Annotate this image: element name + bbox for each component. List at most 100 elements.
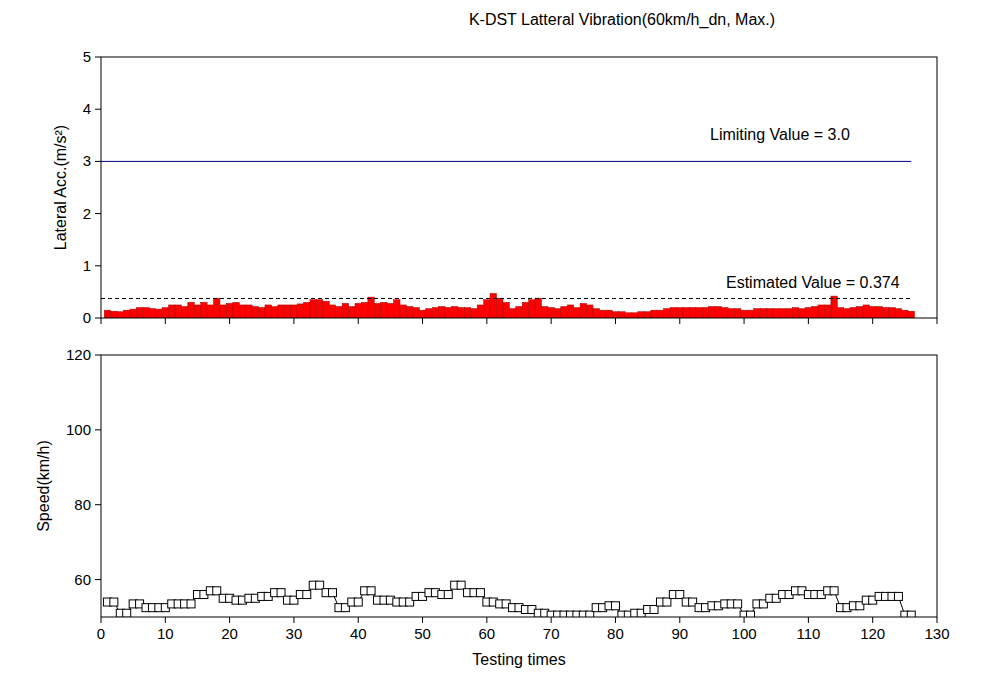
x-tick xyxy=(615,617,616,623)
bar xyxy=(876,307,882,318)
marker xyxy=(907,611,915,617)
y-tick-label: 100 xyxy=(66,421,91,438)
x-tick xyxy=(872,318,873,324)
bar xyxy=(117,312,123,318)
x-tick xyxy=(422,318,423,324)
bar xyxy=(715,307,721,318)
bar xyxy=(760,309,766,318)
bar xyxy=(419,310,425,318)
bar xyxy=(111,311,117,318)
bar xyxy=(677,308,683,318)
bar xyxy=(271,307,277,318)
marker xyxy=(650,606,658,614)
x-tick xyxy=(551,617,552,623)
bar xyxy=(644,312,650,318)
bar xyxy=(387,303,393,318)
marker xyxy=(187,600,195,608)
bar xyxy=(104,310,110,318)
bar xyxy=(349,307,355,318)
marker xyxy=(830,587,838,595)
x-tick-label: 100 xyxy=(732,625,757,642)
bar xyxy=(143,308,149,318)
bar xyxy=(297,304,303,318)
y-tick-label: 60 xyxy=(74,571,91,588)
x-tick xyxy=(422,617,423,623)
bar xyxy=(580,303,586,318)
chart-root: 012345Limiting Value = 3.0Estimated Valu… xyxy=(0,0,995,681)
bar xyxy=(451,307,457,318)
bar xyxy=(670,308,676,318)
y-tick xyxy=(95,109,101,110)
x-tick-label: 10 xyxy=(157,625,174,642)
bar xyxy=(767,309,773,318)
bar xyxy=(612,312,618,318)
x-tick xyxy=(808,318,809,324)
marker xyxy=(277,589,285,597)
bar xyxy=(130,309,136,318)
y-tick-label: 1 xyxy=(83,257,91,274)
bar xyxy=(857,307,863,318)
bar xyxy=(207,305,213,318)
bar xyxy=(509,309,515,318)
y-tick xyxy=(95,355,101,356)
bar xyxy=(413,308,419,318)
bar xyxy=(625,313,631,318)
speed-line xyxy=(107,585,911,615)
bar xyxy=(426,309,432,318)
bar xyxy=(747,310,753,318)
bar xyxy=(149,309,155,318)
bar xyxy=(259,308,265,318)
x-tick xyxy=(293,617,294,623)
plot-area xyxy=(101,161,914,318)
y-tick xyxy=(95,57,101,58)
y-tick xyxy=(95,429,101,430)
bar xyxy=(201,302,207,318)
bar xyxy=(529,300,535,318)
bar xyxy=(291,305,297,318)
marker xyxy=(303,591,311,599)
y-tick-label: 80 xyxy=(74,496,91,513)
bar xyxy=(169,305,175,318)
bar xyxy=(188,302,194,318)
bar xyxy=(722,308,728,318)
bar xyxy=(162,308,168,318)
y-tick xyxy=(95,318,101,319)
bar xyxy=(889,308,895,318)
bar xyxy=(194,305,200,318)
bar xyxy=(156,309,162,318)
x-tick-label: 20 xyxy=(221,625,238,642)
bar xyxy=(175,305,181,318)
bar xyxy=(799,309,805,318)
bar xyxy=(477,305,483,318)
y-axis-label: Speed(km/h) xyxy=(35,440,52,532)
x-tick xyxy=(615,318,616,324)
bar xyxy=(336,307,342,318)
bar xyxy=(599,310,605,318)
x-tick xyxy=(937,318,938,324)
bar xyxy=(304,302,310,318)
marker xyxy=(457,581,465,589)
bar xyxy=(779,309,785,318)
y-axis-label: Lateral Acc.(m/s²) xyxy=(52,125,69,250)
x-tick xyxy=(101,318,102,324)
bar xyxy=(445,308,451,318)
bar xyxy=(619,312,625,318)
marker xyxy=(734,600,742,608)
bar xyxy=(689,308,695,318)
marker xyxy=(663,598,671,606)
x-tick-label: 110 xyxy=(796,625,820,642)
bar xyxy=(702,308,708,318)
bar xyxy=(824,305,830,318)
bar xyxy=(638,312,644,318)
bar xyxy=(265,305,271,318)
bar xyxy=(490,293,496,318)
x-tick xyxy=(165,617,166,623)
bar xyxy=(394,300,400,318)
x-tick xyxy=(679,617,680,623)
x-tick xyxy=(358,617,359,623)
bar xyxy=(773,309,779,318)
x-tick xyxy=(551,318,552,324)
x-axis-label: Testing times xyxy=(472,651,565,668)
bar xyxy=(124,310,130,318)
bar xyxy=(361,302,367,318)
